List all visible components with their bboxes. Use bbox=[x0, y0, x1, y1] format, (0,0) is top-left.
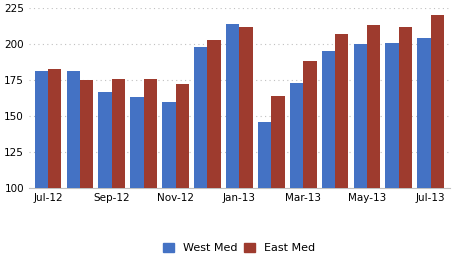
Bar bbox=[35, 72, 48, 261]
Bar bbox=[48, 69, 61, 261]
Legend: West Med, East Med: West Med, East Med bbox=[159, 239, 320, 258]
Bar bbox=[258, 122, 271, 261]
Bar bbox=[239, 27, 253, 261]
Bar bbox=[162, 102, 176, 261]
Bar bbox=[194, 47, 207, 261]
Bar bbox=[271, 96, 285, 261]
Bar bbox=[354, 44, 367, 261]
Bar bbox=[399, 27, 412, 261]
Bar bbox=[80, 80, 94, 261]
Bar bbox=[130, 97, 144, 261]
Bar bbox=[99, 92, 112, 261]
Bar bbox=[417, 38, 431, 261]
Bar bbox=[335, 34, 348, 261]
Bar bbox=[112, 79, 125, 261]
Bar bbox=[290, 83, 303, 261]
Bar bbox=[207, 40, 221, 261]
Bar bbox=[431, 15, 444, 261]
Bar bbox=[67, 72, 80, 261]
Bar bbox=[367, 25, 380, 261]
Bar bbox=[303, 61, 316, 261]
Bar bbox=[226, 24, 239, 261]
Bar bbox=[176, 84, 189, 261]
Bar bbox=[385, 43, 399, 261]
Bar bbox=[144, 79, 157, 261]
Bar bbox=[321, 51, 335, 261]
